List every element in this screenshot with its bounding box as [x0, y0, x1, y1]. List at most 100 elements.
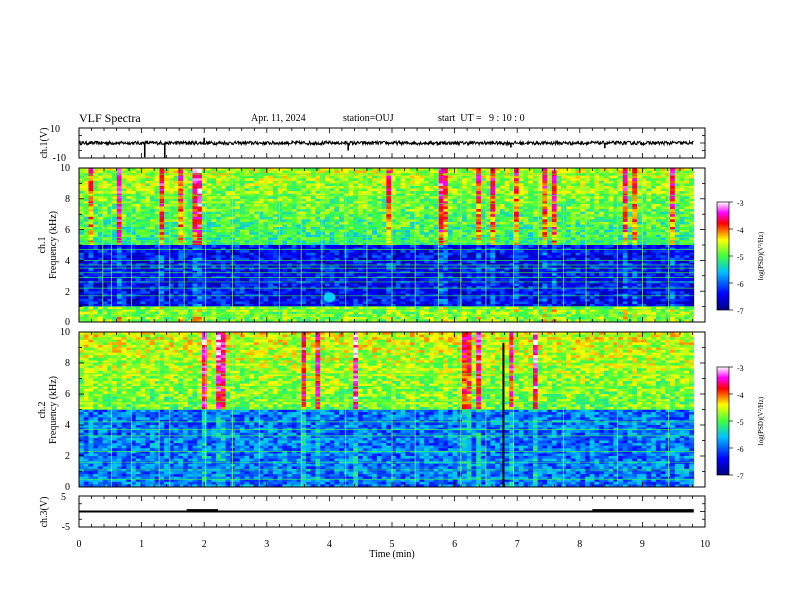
spectrogram-cell: [395, 319, 401, 323]
spectrogram-cell: [395, 193, 401, 197]
spectrogram-cell: [372, 185, 378, 189]
spectrogram-cell: [201, 296, 208, 300]
spectrogram-cell: [97, 209, 104, 213]
spectrogram-cell: [452, 232, 458, 236]
spectrogram-cell: [367, 219, 373, 223]
spectrogram-cell: [334, 232, 340, 236]
spectrogram-cell: [253, 250, 260, 254]
spectrogram-cell: [447, 257, 453, 261]
spectrogram-cell: [443, 278, 449, 282]
spectrogram-cell: [135, 245, 141, 248]
spectrogram-cell: [244, 198, 250, 202]
spectrogram-cell: [216, 175, 222, 179]
spectrogram-cell: [272, 211, 279, 215]
spectrogram-cell: [376, 180, 383, 184]
spectrogram-cell: [367, 250, 373, 254]
spectrogram-cell: [112, 319, 118, 323]
spectrogram-cell: [211, 283, 217, 287]
spectrogram-cell: [258, 245, 264, 248]
spectrogram-cell: [93, 168, 99, 171]
spectrogram-cell: [107, 232, 113, 236]
spectrogram-cell: [400, 268, 406, 272]
spectrogram-cell: [277, 211, 283, 215]
spectrogram-cell: [183, 214, 189, 218]
spectrogram-cell: [126, 296, 132, 300]
spectrogram-cell: [329, 237, 335, 241]
spectrogram-cell: [386, 291, 392, 295]
spectrogram-cell: [291, 191, 297, 195]
spectrogram-cell: [357, 203, 364, 207]
spectrogram-cell: [121, 229, 127, 233]
spectrogram-cell: [225, 260, 231, 264]
spectrogram-cell: [249, 286, 255, 290]
spectrogram-cell: [405, 178, 411, 182]
spectrogram-cell: [235, 265, 241, 269]
spectrogram-cell: [343, 250, 349, 254]
spectrogram-cell: [320, 239, 326, 243]
spectrogram-cell: [395, 296, 401, 300]
spectrogram-cell: [126, 291, 132, 295]
spectrogram-cell: [79, 268, 85, 272]
spectrogram-cell: [339, 288, 345, 292]
spectrogram-cell: [353, 173, 359, 177]
spectrogram-cell: [395, 221, 401, 225]
spectrogram-cell: [97, 257, 104, 261]
spectrogram-cell: [126, 283, 132, 287]
spectrogram-cell: [93, 316, 99, 320]
spectrogram-cell: [164, 273, 170, 277]
spectrogram-cell: [107, 260, 113, 264]
spectrogram-cell: [339, 219, 345, 223]
spectrogram-cell: [424, 311, 430, 315]
spectrogram-cell: [140, 216, 146, 220]
spectrogram-cell: [140, 224, 146, 228]
spectrogram-cell: [443, 247, 449, 251]
spectrogram-cell: [410, 193, 416, 197]
spectrogram-cell: [419, 319, 425, 323]
spectrogram-cell: [433, 211, 439, 215]
spectrogram-cell: [277, 311, 283, 315]
spectrogram-cell: [88, 191, 94, 195]
spectrogram-cell: [287, 234, 293, 238]
spectrogram-cell: [159, 214, 165, 218]
spectrogram-cell: [235, 278, 241, 282]
spectrogram-cell: [102, 216, 108, 220]
spectrogram-cell: [79, 283, 85, 287]
spectrogram-cell: [178, 278, 184, 282]
spectrogram-cell: [381, 291, 387, 295]
spectrogram-cell: [149, 283, 156, 287]
spectrogram-cell: [126, 232, 132, 236]
spectrogram-cell: [301, 196, 307, 200]
spectrogram-cell: [410, 214, 416, 218]
spectrogram-cell: [225, 193, 231, 197]
spectrogram-cell: [447, 214, 453, 218]
spectrogram-cell: [211, 196, 217, 200]
spectrogram-cell: [249, 268, 255, 272]
spectrogram-cell: [282, 311, 288, 315]
spectrogram-cell: [230, 255, 236, 259]
spectrogram-cell: [83, 214, 89, 218]
spectrogram-cell: [287, 265, 293, 269]
spectrogram-cell: [367, 296, 373, 300]
spectrogram-cell: [220, 268, 226, 272]
spectrogram-cell: [339, 209, 345, 213]
spectrogram-cell: [367, 183, 373, 187]
spectrogram-cell: [201, 196, 208, 200]
spectrogram-cell: [107, 268, 113, 272]
spectrogram-cell: [353, 168, 359, 171]
spectrogram-cell: [305, 301, 312, 305]
spectrogram-cell: [414, 280, 420, 284]
spectrogram-cell: [220, 170, 226, 174]
spectrogram-cell: [305, 239, 312, 243]
spectrogram-cell: [310, 288, 316, 292]
spectrogram-cell: [343, 242, 349, 246]
spectrogram-cell: [112, 301, 118, 305]
spectrogram-cell: [320, 247, 326, 251]
spectrogram-cell: [149, 304, 156, 307]
spectrogram-cell: [343, 309, 349, 313]
spectrogram-cell: [268, 224, 274, 228]
spectrogram-cell: [183, 239, 189, 243]
spectrogram-cell: [296, 309, 302, 313]
spectrogram-cell: [305, 265, 312, 269]
spectrogram-cell: [296, 304, 302, 307]
spectrogram-cell: [305, 278, 312, 282]
